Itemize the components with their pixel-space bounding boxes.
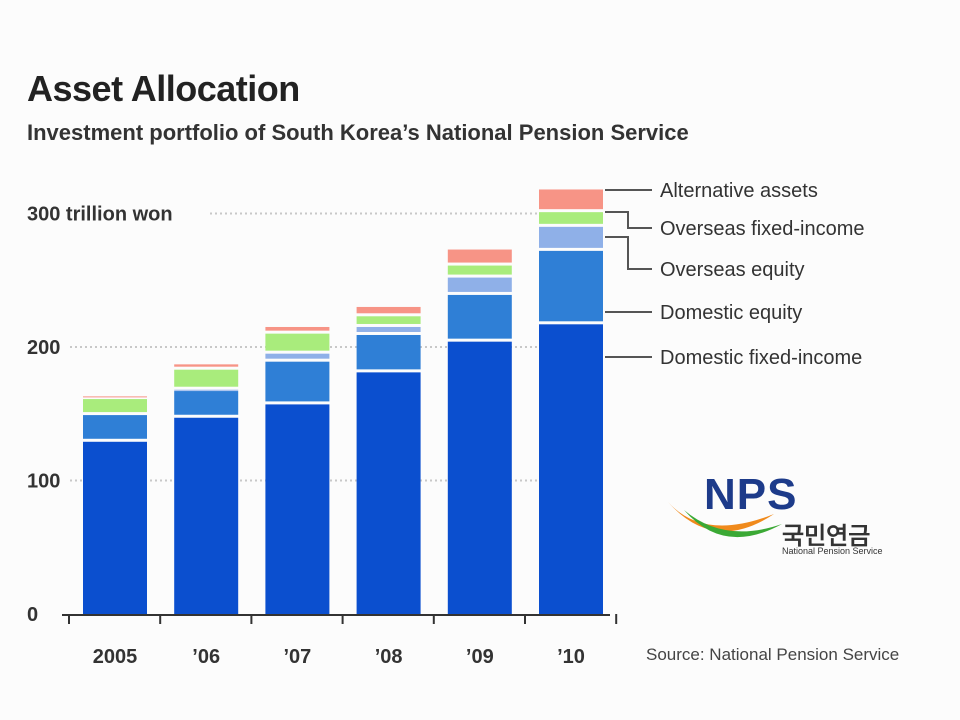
legend-label: Overseas equity <box>660 259 805 281</box>
logo-english-name: National Pension Service <box>782 546 883 556</box>
chart-title: Asset Allocation <box>27 68 300 109</box>
bar-segment <box>539 212 603 224</box>
legend-connector <box>605 211 652 229</box>
x-tick-label: ’08 <box>375 646 403 668</box>
bar-segment <box>539 324 603 614</box>
x-tick-label: 2005 <box>93 646 138 668</box>
bar-segment <box>174 389 239 391</box>
y-tick-label: 0 <box>27 604 38 626</box>
bar-segment <box>265 361 330 402</box>
bar-segment <box>539 189 603 210</box>
bar-segment <box>83 441 147 614</box>
nps-swoosh-icon <box>668 502 782 538</box>
bar-segment <box>265 333 330 351</box>
y-tick-label: 200 <box>27 337 60 359</box>
bar-segment <box>356 334 421 370</box>
bar-segment <box>265 404 330 614</box>
bar-segment <box>447 249 512 263</box>
source-note: Source: National Pension Service <box>646 645 900 664</box>
bar-segment <box>447 265 512 275</box>
legend-label: Domestic fixed-income <box>660 347 862 369</box>
bar-segment <box>83 396 147 398</box>
x-tick-label: ’10 <box>557 646 585 668</box>
bar-segment <box>265 326 330 331</box>
bar-segment <box>356 372 421 614</box>
x-tick-label: ’06 <box>192 646 220 668</box>
x-tick-label: ’09 <box>466 646 494 668</box>
bar-segment <box>447 341 512 614</box>
legend-connector <box>605 236 652 270</box>
bar-segment <box>447 294 512 339</box>
bar-segment <box>174 369 239 387</box>
chart-subtitle: Investment portfolio of South Korea’s Na… <box>27 120 689 145</box>
x-tick-label: ’07 <box>283 646 311 668</box>
bar-segment <box>265 353 330 359</box>
y-tick-label: 300 trillion won <box>27 204 173 226</box>
logo-brand: NPS <box>704 470 798 519</box>
bar-segment <box>174 364 239 367</box>
logo-korean-name: 국민연금 <box>782 522 871 550</box>
legend-label: Alternative assets <box>660 180 818 202</box>
bar-segment <box>356 316 421 324</box>
bar-segment <box>174 417 239 614</box>
nps-logo: NPS 국민연금 National Pension Service <box>664 470 894 560</box>
legend-label: Domestic equity <box>660 302 802 324</box>
bar-segment <box>174 391 239 415</box>
bar-segment <box>83 399 147 413</box>
bar-segment <box>539 226 603 248</box>
bar-segment <box>447 277 512 292</box>
bar-segment <box>539 250 603 322</box>
bar-segment <box>83 415 147 439</box>
y-tick-label: 100 <box>27 471 60 493</box>
legend-label: Overseas fixed-income <box>660 218 865 240</box>
bar-segment <box>356 306 421 314</box>
bar-segment <box>356 326 421 332</box>
